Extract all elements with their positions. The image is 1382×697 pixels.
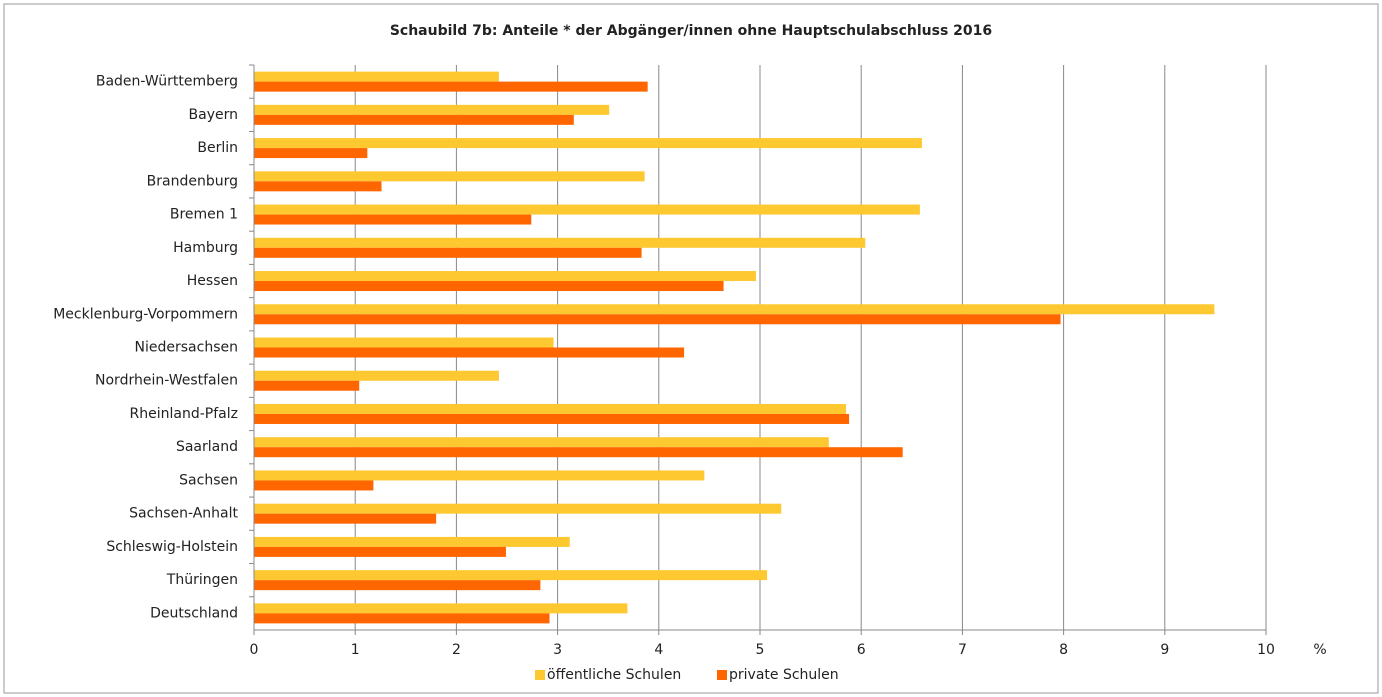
x-tick-label: 1: [351, 642, 360, 658]
bar: [254, 536, 570, 547]
bar: [254, 413, 850, 424]
y-tick-label: Deutschland: [150, 605, 238, 621]
bar: [254, 447, 903, 458]
bar: [254, 347, 685, 358]
y-tick-label: Rheinland-Pfalz: [130, 406, 238, 422]
bar: [254, 214, 532, 225]
x-tick-label: 5: [756, 642, 765, 658]
x-tick-label: 3: [553, 642, 562, 658]
bar: [254, 513, 437, 524]
bar: [254, 503, 782, 514]
bar: [254, 81, 648, 92]
y-tick-label: Mecklenburg-Vorpommern: [53, 306, 238, 322]
bar: [254, 570, 768, 581]
bar: [254, 104, 610, 115]
y-tick-label: Bayern: [189, 107, 238, 123]
legend-swatch: [535, 670, 545, 680]
bar: [254, 304, 1215, 315]
bar: [254, 580, 541, 591]
bar: [254, 138, 922, 149]
x-tick-label: 7: [958, 642, 967, 658]
y-tick-label: Sachsen-Anhalt: [129, 506, 238, 522]
x-tick-label: 2: [452, 642, 461, 658]
bar: [254, 171, 645, 182]
bar: [254, 337, 554, 348]
bar: [254, 370, 499, 381]
bar: [254, 380, 360, 391]
chart-title: Schaubild 7b: Anteile * der Abgänger/inn…: [390, 23, 992, 39]
bar: [254, 470, 705, 481]
y-tick-label: Sachsen: [179, 472, 238, 488]
legend-label: private Schulen: [729, 667, 839, 683]
bar: [254, 71, 499, 82]
legend-label: öffentliche Schulen: [547, 667, 681, 683]
y-tick-label: Berlin: [197, 140, 238, 156]
bar: [254, 237, 866, 248]
y-tick-label: Baden-Württemberg: [96, 74, 238, 90]
bar: [254, 314, 1061, 325]
x-tick-label: 8: [1059, 642, 1068, 658]
bar: [254, 148, 368, 159]
bar: [254, 480, 374, 491]
bar: [254, 603, 628, 614]
y-tick-label: Schleswig-Holstein: [106, 539, 238, 555]
x-tick-label: 9: [1160, 642, 1169, 658]
y-tick-label: Nordrhein-Westfalen: [95, 373, 238, 389]
x-tick-label: 6: [857, 642, 866, 658]
bar: [254, 114, 574, 125]
x-axis-label: %: [1313, 642, 1326, 658]
x-tick-label: 10: [1257, 642, 1275, 658]
y-tick-label: Hessen: [187, 273, 238, 289]
x-tick-label: 0: [250, 642, 259, 658]
bar: [254, 247, 642, 258]
bar: [254, 546, 506, 557]
bar: [254, 613, 550, 624]
y-tick-label: Bremen 1: [170, 207, 238, 223]
bar: [254, 437, 829, 448]
bar: [254, 271, 756, 282]
y-tick-label: Brandenburg: [147, 173, 238, 189]
bar: [254, 204, 920, 215]
y-tick-label: Saarland: [176, 439, 238, 455]
y-tick-label: Niedersachsen: [135, 340, 238, 356]
bar: [254, 403, 847, 414]
y-tick-label: Thüringen: [166, 572, 238, 588]
x-tick-label: 4: [654, 642, 663, 658]
legend-swatch: [717, 670, 727, 680]
bar: [254, 281, 724, 292]
y-tick-label: Hamburg: [173, 240, 238, 256]
bar: [254, 181, 382, 192]
